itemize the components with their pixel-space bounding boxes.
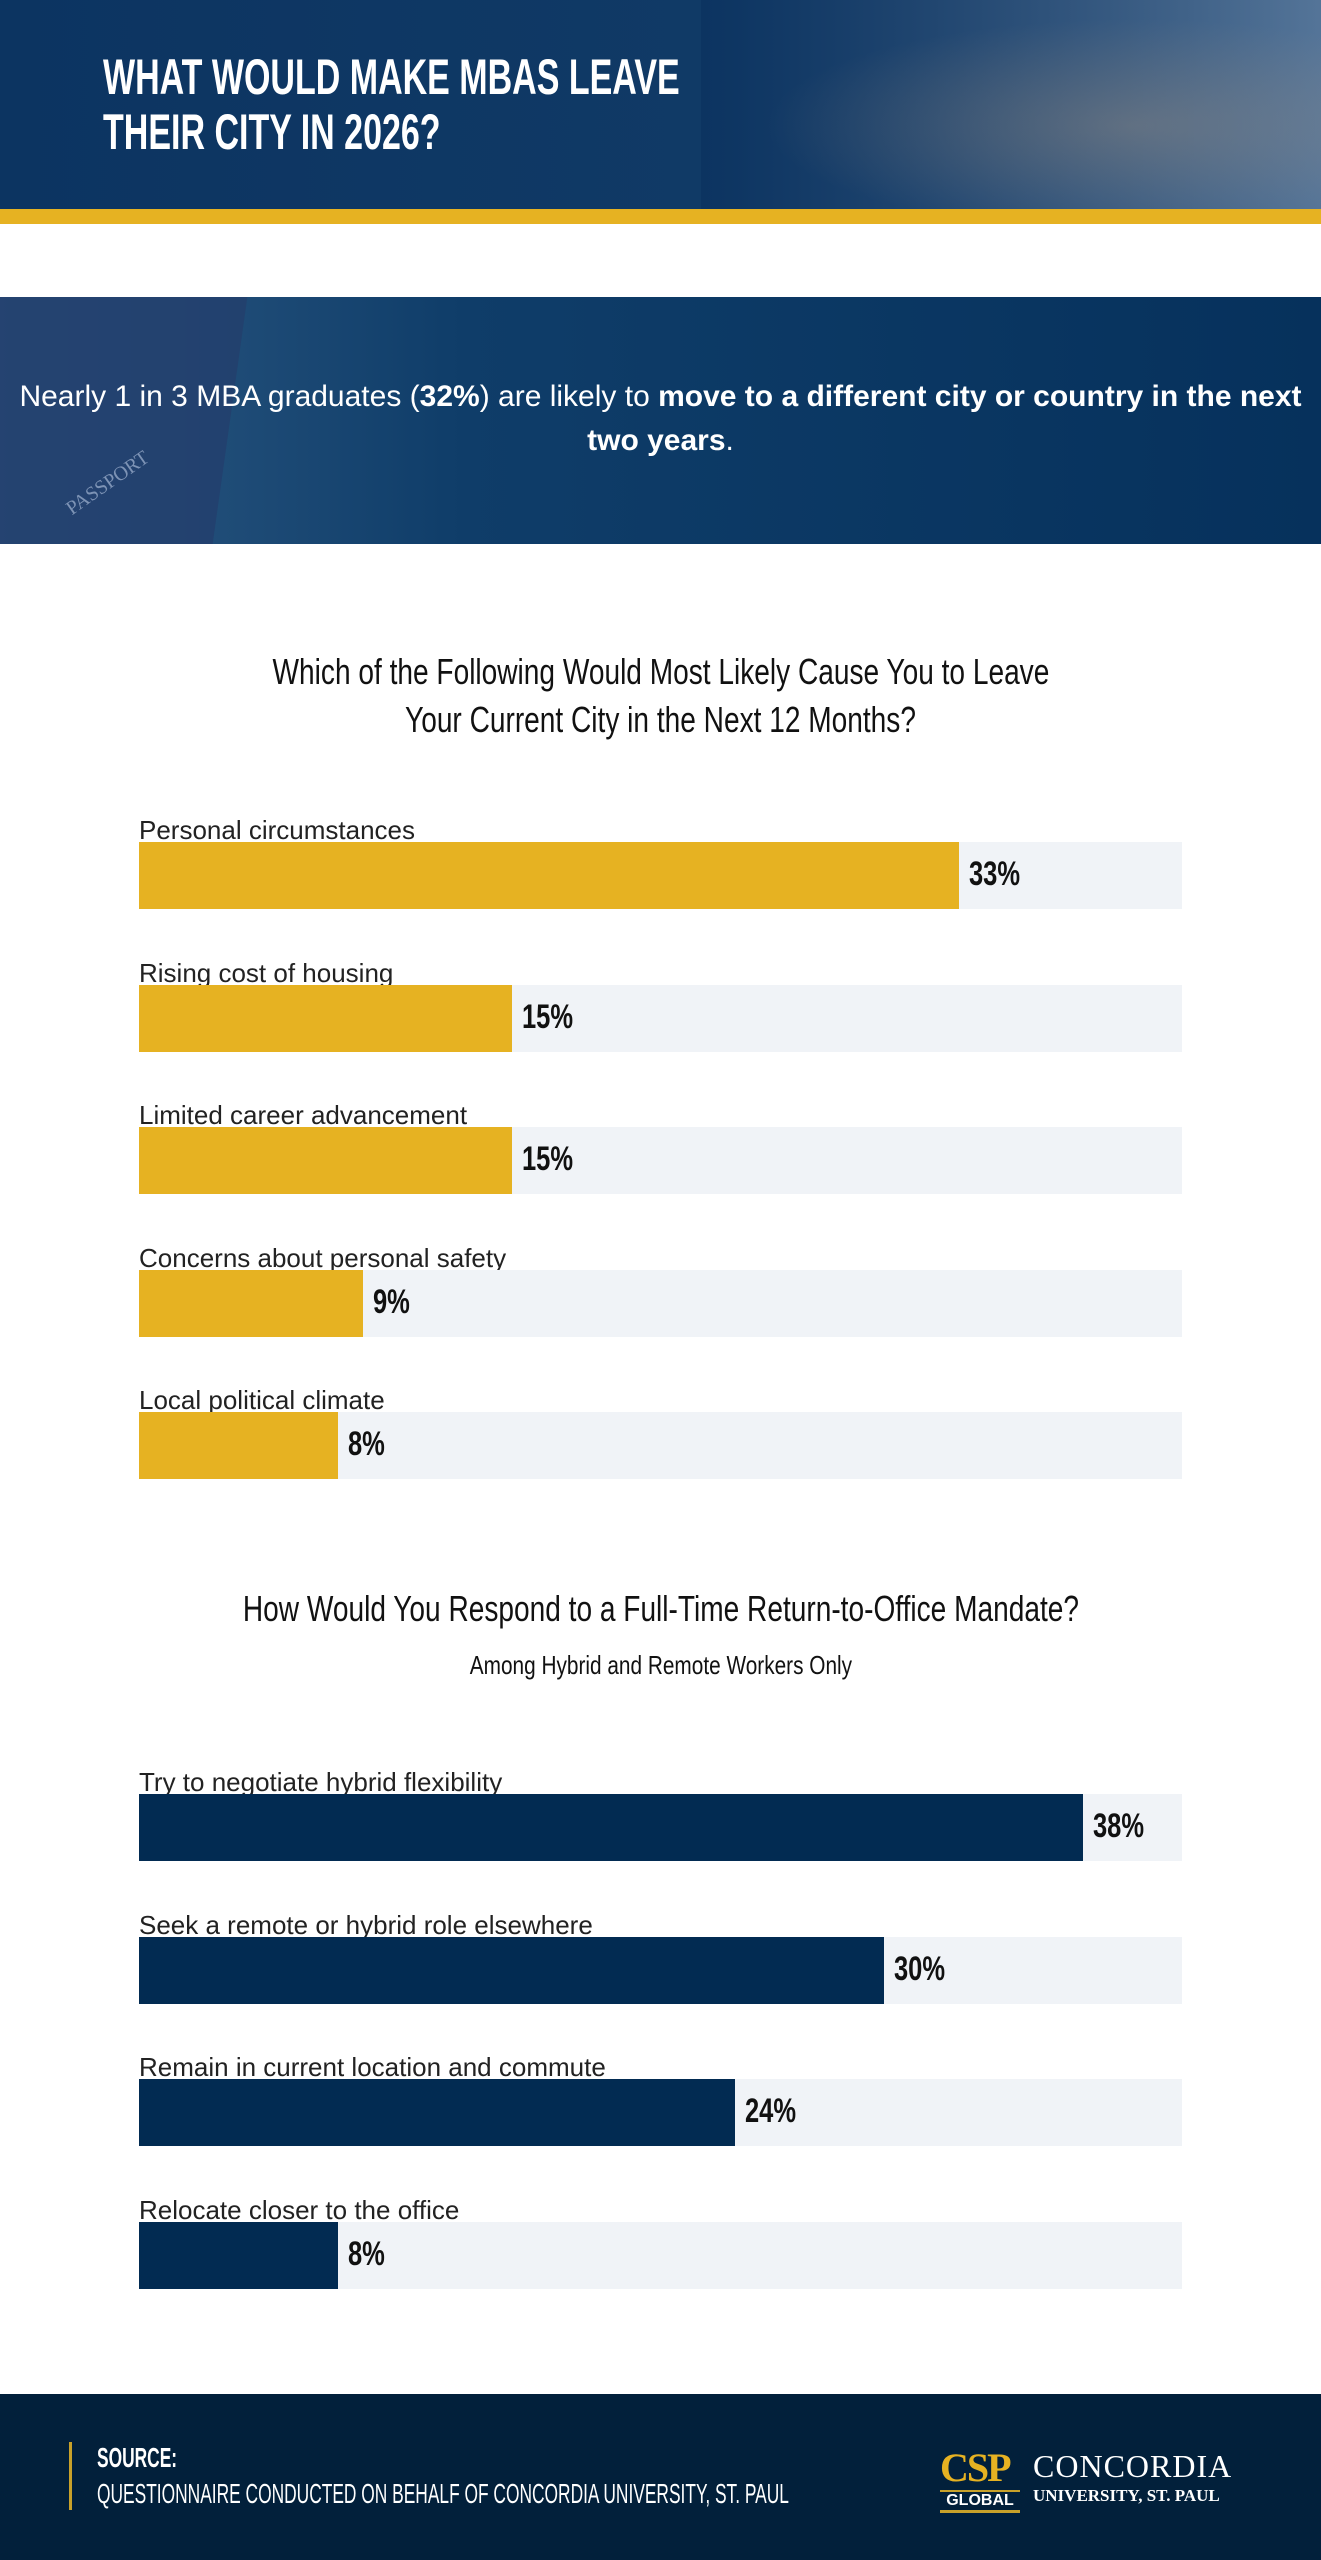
stat-highlight-percent: 32% bbox=[419, 380, 480, 413]
bar-row: Try to negotiate hybrid flexibility 38% bbox=[139, 1767, 1182, 1887]
bar-track: 8% bbox=[139, 2221, 1182, 2289]
stat-text-part: . bbox=[725, 424, 734, 457]
logo-sub: UNIVERSITY, ST. PAUL bbox=[1033, 2486, 1220, 2505]
bar-row: Concerns about personal safety 9% bbox=[139, 1243, 1182, 1363]
header-banner: What would make MBAs leave their city in… bbox=[0, 0, 1321, 209]
bar-category-label: Personal circumstances bbox=[139, 815, 415, 845]
bar-value-label: 24% bbox=[745, 2092, 813, 2131]
bar-row: Rising cost of housing 15% bbox=[139, 958, 1182, 1078]
bar bbox=[139, 2221, 338, 2289]
bar-category-label: Limited career advancement bbox=[139, 1100, 468, 1131]
bar-value-text: 30% bbox=[894, 1949, 946, 1988]
bar-track: 15% bbox=[139, 984, 1182, 1052]
moving-boxes-photo bbox=[701, 0, 1321, 209]
bar-row: Limited career advancement 15% bbox=[139, 1100, 1182, 1220]
page-title: What would make MBAs leave their city in… bbox=[103, 50, 951, 160]
logo-mark-sub: GLOBAL bbox=[940, 2490, 1020, 2513]
chart1-title: Which of the Following Would Most Likely… bbox=[0, 648, 1321, 744]
source-label: SOURCE: bbox=[97, 2442, 226, 2474]
source-text: QUESTIONNAIRE CONDUCTED ON BEHALF OF CON… bbox=[97, 2478, 1213, 2510]
source-label-text: SOURCE: bbox=[97, 2442, 178, 2473]
chart2-subtitle: Among Hybrid and Remote Workers Only bbox=[0, 1650, 1321, 1681]
bar-value-label: 8% bbox=[348, 2235, 397, 2274]
bar bbox=[139, 1127, 512, 1195]
bar-row: Seek a remote or hybrid role elsewhere 30… bbox=[139, 1910, 1182, 2030]
concordia-logo: CSP GLOBAL CONCORDIA UNIVERSITY, ST. PAU… bbox=[940, 2444, 1280, 2514]
source-accent-bar bbox=[69, 2442, 72, 2510]
bar bbox=[139, 1269, 363, 1337]
chart2-title-line: How Would You Respond to a Full-Time Ret… bbox=[242, 1588, 1079, 1629]
bar bbox=[139, 1794, 1083, 1861]
bar-value-label: 33% bbox=[969, 855, 1037, 894]
stat-text-part: ) are likely to bbox=[479, 380, 659, 413]
chart1-title-line: Which of the Following Would Most Likely… bbox=[272, 651, 1049, 692]
bar-value-label: 30% bbox=[894, 1950, 962, 1989]
bar-value-text: 38% bbox=[1092, 1807, 1144, 1845]
stat-highlight-text: move to a different city or country in t… bbox=[587, 380, 1302, 457]
bar bbox=[139, 984, 512, 1052]
source-text-value: QUESTIONNAIRE CONDUCTED ON BEHALF OF CON… bbox=[97, 2478, 789, 2509]
bar-track: 33% bbox=[139, 842, 1182, 909]
bar-value-label: 15% bbox=[522, 998, 590, 1037]
bar-track: 9% bbox=[139, 1269, 1182, 1337]
bar-row: Remain in current location and commute 24… bbox=[139, 2052, 1182, 2172]
bar-row: Personal circumstances 33% bbox=[139, 815, 1182, 935]
bar bbox=[139, 1936, 884, 2004]
bar-category-label: Try to negotiate hybrid flexibility bbox=[139, 1767, 503, 1797]
gold-divider bbox=[0, 209, 1321, 224]
bar-category-label: Seek a remote or hybrid role elsewhere bbox=[139, 1909, 593, 1940]
stat-banner: PASSPORT Nearly 1 in 3 MBA graduates (32… bbox=[0, 297, 1321, 544]
bar-track: 15% bbox=[139, 1127, 1182, 1195]
bar-category-label: Rising cost of housing bbox=[139, 957, 394, 988]
bar-track: 38% bbox=[139, 1794, 1182, 1861]
bar-value-label: 9% bbox=[373, 1283, 422, 1322]
bar-value-label: 15% bbox=[522, 1140, 590, 1179]
title-line-1: What would make MBAs leave bbox=[103, 49, 680, 105]
bar bbox=[139, 842, 959, 909]
bar-row: Local political climate 8% bbox=[139, 1385, 1182, 1505]
bar-category-label: Concerns about personal safety bbox=[139, 1242, 507, 1273]
bar-row: Relocate closer to the office 8% bbox=[139, 2195, 1182, 2315]
bar-category-label: Relocate closer to the office bbox=[139, 2194, 460, 2225]
bar-value-text: 15% bbox=[521, 997, 573, 1036]
footer: SOURCE: QUESTIONNAIRE CONDUCTED ON BEHAL… bbox=[0, 2394, 1321, 2560]
bar-value-text: 24% bbox=[745, 2092, 797, 2130]
bar-track: 8% bbox=[139, 1412, 1182, 1480]
bar-category-label: Remain in current location and commute bbox=[139, 2052, 606, 2082]
chart2-title: How Would You Respond to a Full-Time Ret… bbox=[0, 1585, 1321, 1633]
logo-mark: CSP bbox=[940, 2445, 1012, 2490]
bar-value-label: 8% bbox=[348, 1425, 397, 1464]
bar bbox=[139, 1412, 338, 1480]
bar-value-text: 8% bbox=[347, 2234, 385, 2273]
bar-value-text: 9% bbox=[372, 1282, 410, 1321]
bar-value-label: 38% bbox=[1093, 1807, 1161, 1846]
bar-track: 24% bbox=[139, 2079, 1182, 2146]
stat-text: Nearly 1 in 3 MBA graduates (32%) are li… bbox=[0, 375, 1321, 463]
bar-category-label: Local political climate bbox=[139, 1385, 385, 1416]
bar-value-text: 15% bbox=[521, 1140, 573, 1179]
bar bbox=[139, 2079, 735, 2146]
chart1-title-line: Your Current City in the Next 12 Months? bbox=[405, 699, 916, 740]
bar-value-text: 33% bbox=[968, 855, 1020, 893]
bar-value-text: 8% bbox=[347, 1425, 385, 1464]
stat-text-part: Nearly 1 in 3 MBA graduates ( bbox=[19, 380, 420, 413]
logo-name: CONCORDIA bbox=[1033, 2448, 1233, 2484]
chart2-subtitle-text: Among Hybrid and Remote Workers Only bbox=[469, 1650, 852, 1680]
title-line-2: their city in 2026? bbox=[103, 104, 441, 160]
bar-track: 30% bbox=[139, 1936, 1182, 2004]
